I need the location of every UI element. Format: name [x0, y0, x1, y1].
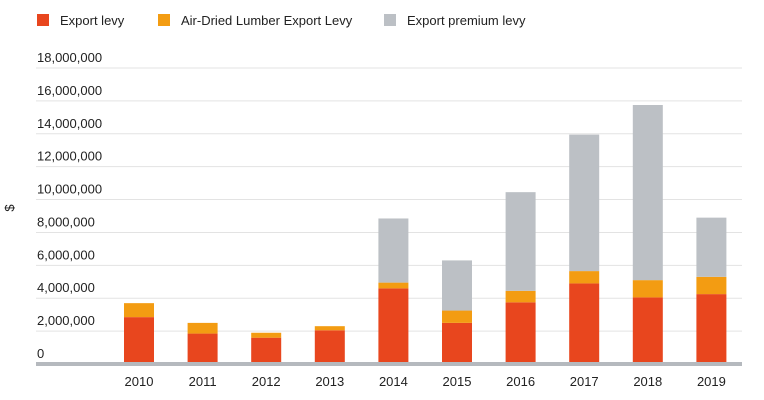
bar-segment-2 [251, 332, 282, 338]
y-tick-label: 8,000,000 [37, 214, 95, 229]
bar-segment-3 [696, 217, 727, 277]
bar-segment-1 [569, 283, 600, 364]
y-tick-label: 18,000,000 [37, 50, 102, 65]
y-tick-label: 12,000,000 [37, 149, 102, 164]
bar-segment-2 [696, 276, 727, 295]
bar-segment-2 [314, 326, 345, 331]
bar-segment-1 [124, 317, 154, 364]
x-tick-label: 2013 [315, 374, 344, 389]
bar-segment-3 [569, 134, 600, 272]
bar-segment-2 [569, 271, 600, 284]
x-tick-label: 2017 [570, 374, 599, 389]
x-tick-label: 2012 [252, 374, 281, 389]
bar-segment-3 [505, 192, 536, 291]
legend-swatch [37, 14, 49, 26]
legend: Export levy Air-Dried Lumber Export Levy E… [37, 13, 526, 28]
legend-swatch [158, 14, 170, 26]
bar-segment-2 [124, 303, 154, 318]
legend-label: Air-Dried Lumber Export Levy [181, 13, 353, 28]
bar-segment-3 [378, 218, 409, 283]
x-tick-label: 2016 [506, 374, 535, 389]
bar-segment-3 [632, 105, 663, 281]
bar-segment-2 [442, 310, 472, 323]
bar-segment-1 [378, 288, 409, 364]
legend-label: Export levy [60, 13, 125, 28]
x-tick-label: 2011 [189, 374, 217, 389]
y-tick-label: 16,000,000 [37, 83, 102, 98]
y-axis-label: $ [2, 204, 17, 212]
bar-segment-1 [505, 302, 536, 364]
x-tick-label: 2010 [125, 374, 154, 389]
legend-label: Export premium levy [407, 13, 526, 28]
x-axis-ticks: 2010 2011 2012 2013 2014 2015 2016 2017 2018 2019 [125, 374, 726, 389]
y-tick-label: 2,000,000 [37, 313, 95, 328]
bar-segment-3 [442, 260, 472, 311]
bar-segment-1 [251, 337, 282, 364]
bars [124, 105, 727, 364]
bar-segment-1 [187, 333, 218, 364]
y-tick-label: 0 [37, 346, 44, 361]
x-tick-label: 2015 [443, 374, 472, 389]
bar-segment-2 [187, 322, 218, 334]
x-tick-label: 2019 [697, 374, 726, 389]
bar-segment-2 [505, 290, 536, 303]
bar-segment-1 [314, 330, 345, 364]
legend-swatch [384, 14, 396, 26]
gridlines [36, 67, 742, 332]
y-tick-label: 14,000,000 [37, 116, 102, 131]
y-axis-ticks: 0 2,000,000 4,000,000 6,000,000 8,000,000 10,… [37, 50, 102, 361]
x-tick-label: 2014 [379, 374, 408, 389]
bar-segment-1 [442, 322, 472, 364]
y-tick-label: 4,000,000 [37, 280, 95, 295]
x-tick-label: 2018 [633, 374, 662, 389]
bar-segment-1 [696, 294, 727, 364]
y-tick-label: 10,000,000 [37, 182, 102, 197]
bar-segment-2 [632, 280, 663, 298]
bar-segment-2 [378, 282, 409, 289]
bar-segment-1 [632, 297, 663, 364]
y-tick-label: 6,000,000 [37, 247, 95, 262]
